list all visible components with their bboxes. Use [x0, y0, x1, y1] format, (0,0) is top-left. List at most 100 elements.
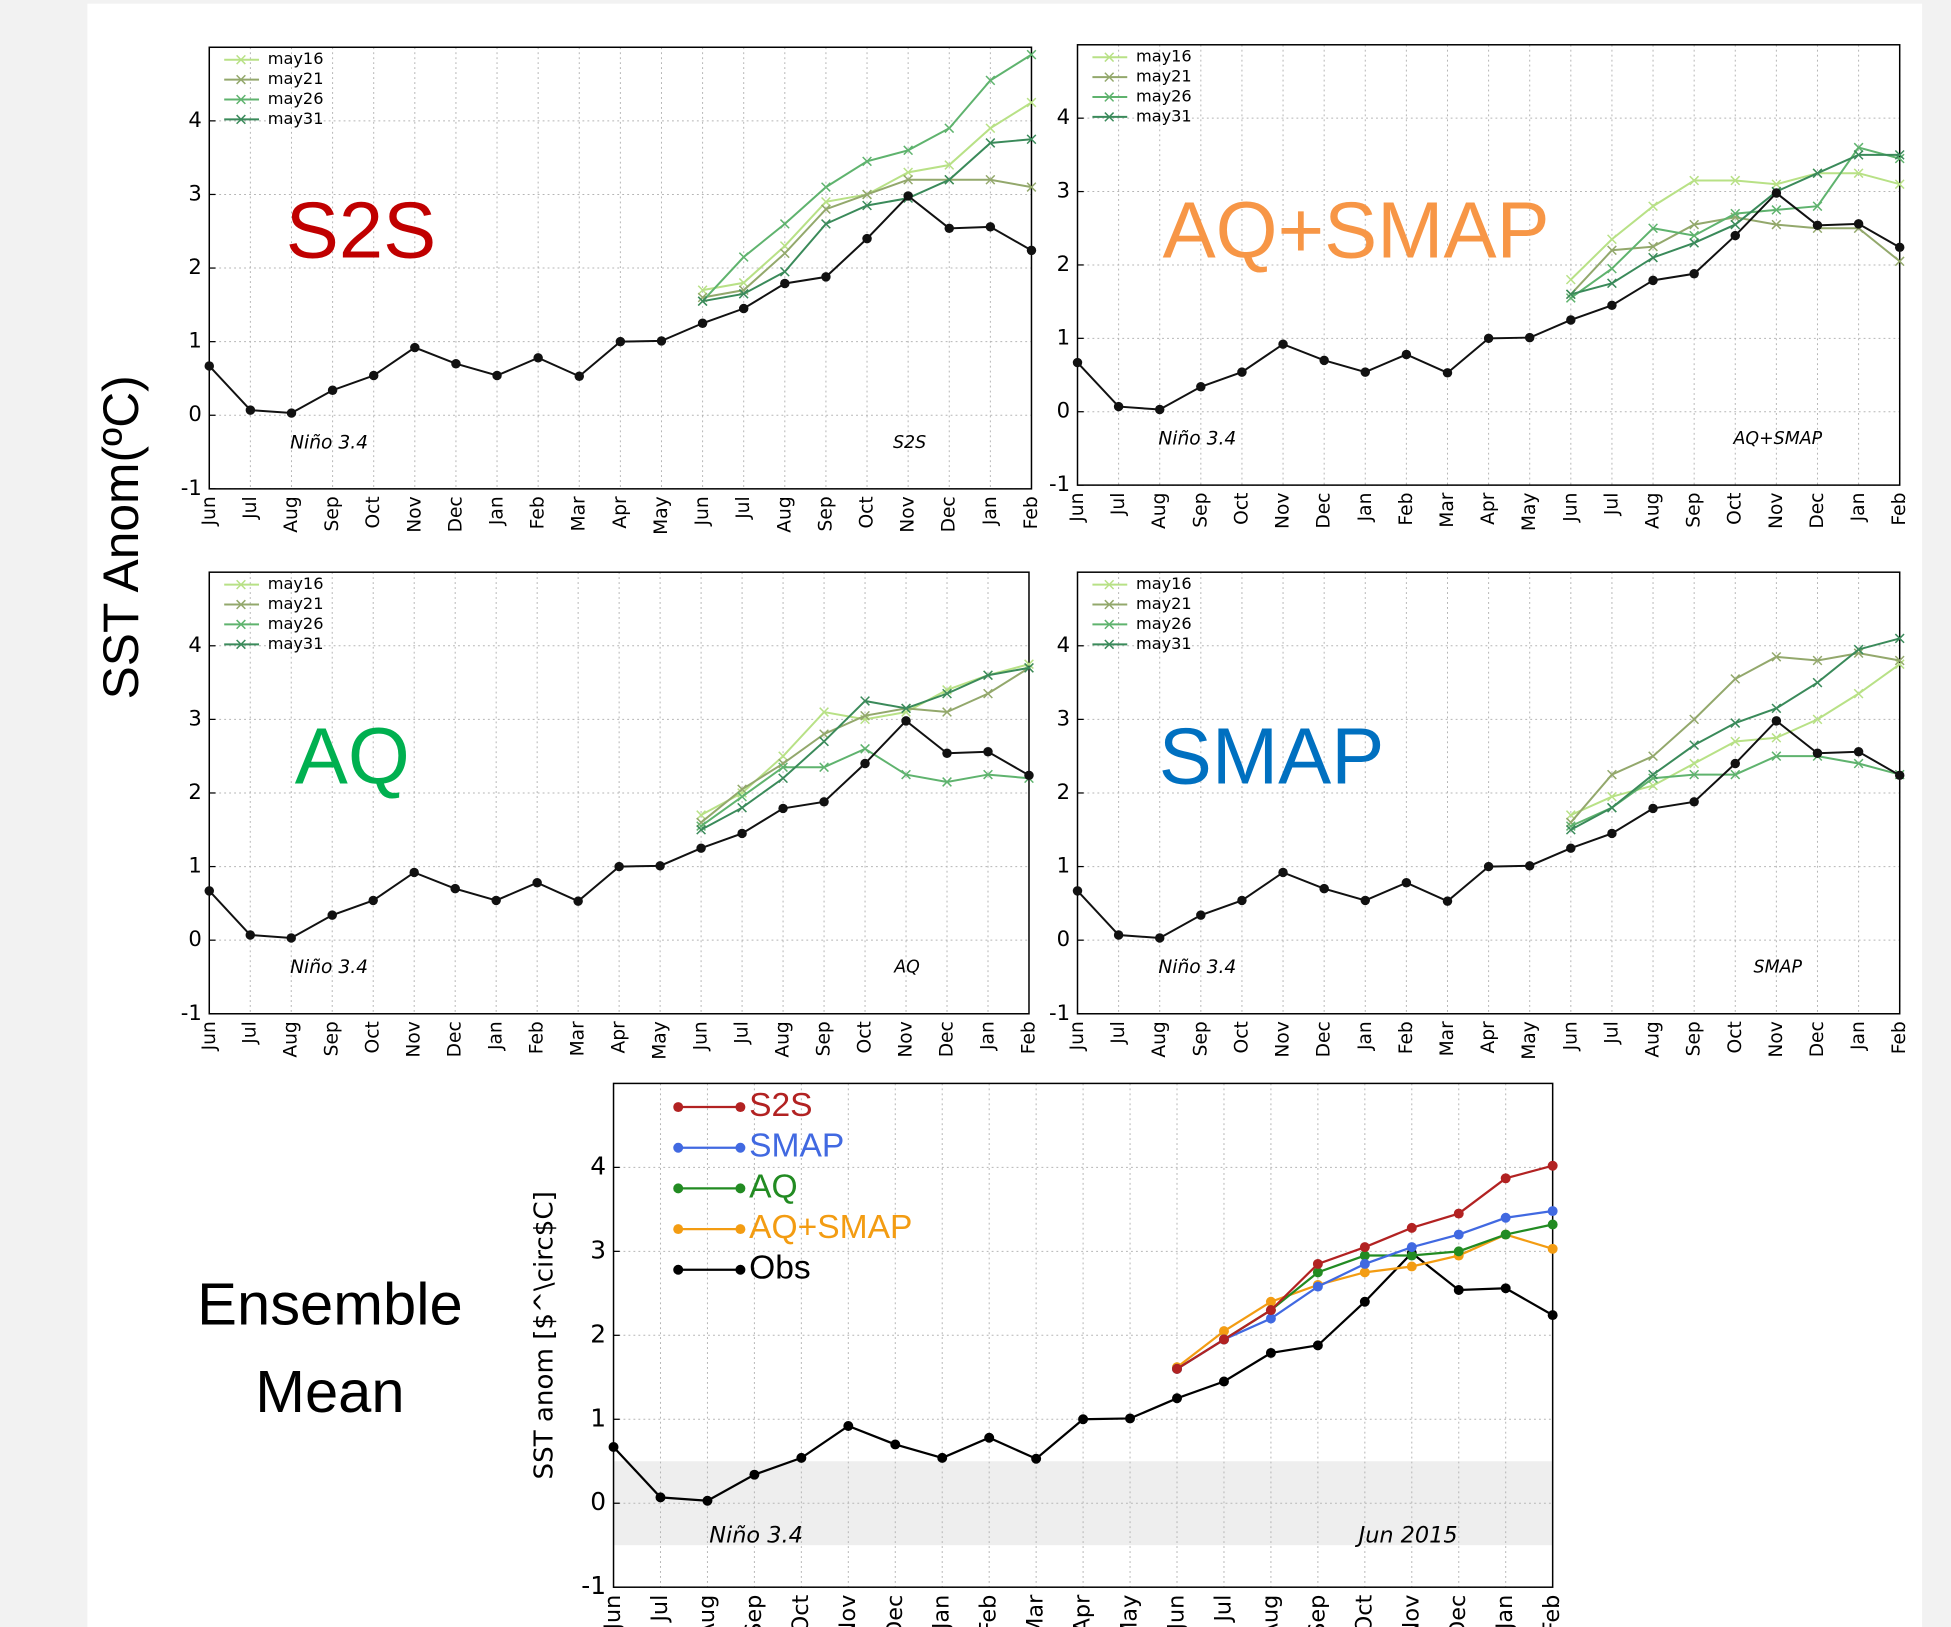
legend-label: may16 [1136, 574, 1192, 593]
panel-label: SMAP [1159, 712, 1385, 801]
x-tick-label: Feb [1021, 496, 1042, 529]
dot-marker [1500, 1283, 1511, 1294]
x-tick-label: Oct [1231, 493, 1252, 525]
legend-marker [1104, 52, 1115, 63]
x-tick-label: Jun [600, 1595, 626, 1627]
x-tick-label: Nov [1273, 1021, 1294, 1057]
dot-marker [738, 303, 749, 314]
dot-marker [245, 930, 255, 940]
dot-marker [1607, 300, 1617, 311]
x-marker [779, 248, 790, 259]
dot-marker [1312, 1340, 1323, 1351]
x-tick-label: Sep [1190, 1021, 1211, 1056]
x-tick-label: Aug [281, 1021, 302, 1057]
dot-marker [702, 1495, 713, 1506]
y-tick-label: 1 [188, 853, 201, 878]
x-tick-label: Jun [1560, 493, 1581, 523]
panel-label: S2S [286, 185, 436, 274]
x-tick-label: Feb [1539, 1595, 1565, 1627]
legend-label: may31 [1136, 106, 1192, 125]
dot-marker [985, 222, 996, 232]
x-tick-label: Dec [939, 496, 960, 532]
x-tick-label: Oct [1231, 1021, 1252, 1053]
dot-marker [245, 405, 256, 415]
dot-marker [327, 385, 338, 395]
x-marker [697, 296, 708, 307]
x-tick-label: Oct [1725, 493, 1746, 525]
x-tick-label: Mar [1437, 492, 1458, 528]
x-tick-label: Feb [528, 496, 549, 529]
x-tick-label: Jan [929, 1595, 955, 1627]
x-tick-label: Oct [855, 1021, 876, 1053]
y-tick-label: 2 [1057, 779, 1070, 804]
x-tick-label: Sep [1684, 493, 1705, 528]
x-tick-label: Oct [1725, 1021, 1746, 1053]
x-tick-label: Dec [1807, 493, 1828, 529]
dot-marker [573, 896, 583, 906]
dot-marker [1894, 770, 1905, 781]
dot-marker [1359, 1250, 1370, 1261]
dot-marker [780, 278, 790, 289]
dot-marker [1078, 1414, 1089, 1425]
legend-marker [673, 1183, 684, 1194]
legend-marker [673, 1142, 684, 1153]
x-marker [1026, 182, 1037, 192]
x-tick-label: Jul [647, 1595, 673, 1624]
panel-label: AQ [295, 712, 410, 801]
x-marker [1812, 655, 1823, 666]
x-marker [1607, 791, 1617, 802]
x-tick-label: Jun [1164, 1595, 1190, 1627]
x-marker [1771, 703, 1782, 714]
dot-marker [1453, 1246, 1464, 1257]
x-marker [1607, 245, 1617, 256]
x-marker [901, 703, 911, 714]
dot-marker [615, 336, 626, 347]
legend-marker [735, 1224, 746, 1235]
legend-marker [236, 54, 246, 65]
x-tick-label: Nov [1273, 493, 1294, 529]
x-marker [1565, 824, 1576, 835]
y-tick-label: -1 [581, 1571, 606, 1600]
dot-marker [1524, 332, 1535, 343]
x-marker [1730, 175, 1741, 186]
x-tick-label: Nov [1766, 1021, 1787, 1057]
x-tick-label: Jan [978, 1021, 999, 1051]
y-tick-label: 3 [188, 180, 201, 205]
x-marker [944, 123, 955, 134]
dot-marker [1312, 1267, 1323, 1278]
x-tick-label: Aug [694, 1595, 720, 1627]
dot-marker [1812, 748, 1823, 758]
x-tick-label: Nov [898, 496, 919, 532]
legend-label: may21 [1136, 594, 1192, 613]
dot-marker [1547, 1219, 1558, 1230]
annotation: AQ [893, 958, 920, 978]
legend-label: may26 [268, 614, 324, 633]
dot-marker [1024, 770, 1034, 781]
x-marker [696, 810, 706, 820]
x-marker [903, 167, 914, 178]
legend-label: may16 [1136, 47, 1192, 66]
x-marker [1648, 751, 1658, 762]
x-marker [862, 156, 872, 167]
dot-marker [533, 353, 543, 363]
plot-frame [1076, 44, 1901, 486]
dot-marker [1154, 933, 1165, 943]
x-tick-label: Dec [937, 1021, 958, 1057]
x-marker [860, 743, 870, 754]
dot-marker [937, 1452, 948, 1463]
x-marker [1730, 208, 1741, 219]
dot-marker [1359, 1258, 1370, 1269]
x-tick-label: Feb [1889, 1021, 1910, 1054]
dot-marker [656, 336, 667, 346]
dot-marker [778, 803, 788, 814]
dot-marker [1172, 1363, 1182, 1374]
dot-marker [901, 716, 911, 726]
dot-marker [984, 1432, 995, 1443]
x-marker [1853, 168, 1864, 179]
legend-marker [735, 1183, 746, 1194]
x-tick-label: Nov [404, 496, 425, 532]
dot-marker [368, 370, 379, 381]
x-tick-label: Jun [199, 496, 220, 526]
x-marker [1894, 655, 1905, 666]
